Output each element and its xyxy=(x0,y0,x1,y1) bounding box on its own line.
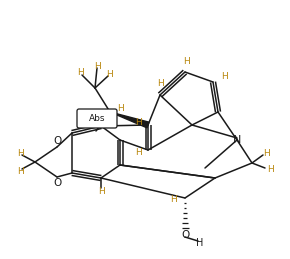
Text: H: H xyxy=(17,148,23,157)
FancyBboxPatch shape xyxy=(77,109,117,128)
Text: O: O xyxy=(53,178,61,188)
Text: Abs: Abs xyxy=(89,113,105,123)
Text: N: N xyxy=(233,135,241,145)
Text: H: H xyxy=(196,238,204,248)
Text: H: H xyxy=(17,167,23,176)
Text: H: H xyxy=(117,104,123,112)
Text: H: H xyxy=(267,166,273,175)
Text: H: H xyxy=(183,56,189,66)
Text: H: H xyxy=(263,148,269,157)
Text: H: H xyxy=(94,61,100,70)
Text: H: H xyxy=(157,78,163,88)
Text: H: H xyxy=(98,188,104,197)
Text: H: H xyxy=(106,69,113,78)
Polygon shape xyxy=(110,112,149,128)
Text: H: H xyxy=(135,118,142,126)
Text: H: H xyxy=(170,196,176,205)
Text: H: H xyxy=(221,71,227,81)
Text: H: H xyxy=(77,68,84,76)
Text: O: O xyxy=(53,136,61,146)
Text: O: O xyxy=(181,230,189,240)
Text: H: H xyxy=(135,147,142,156)
